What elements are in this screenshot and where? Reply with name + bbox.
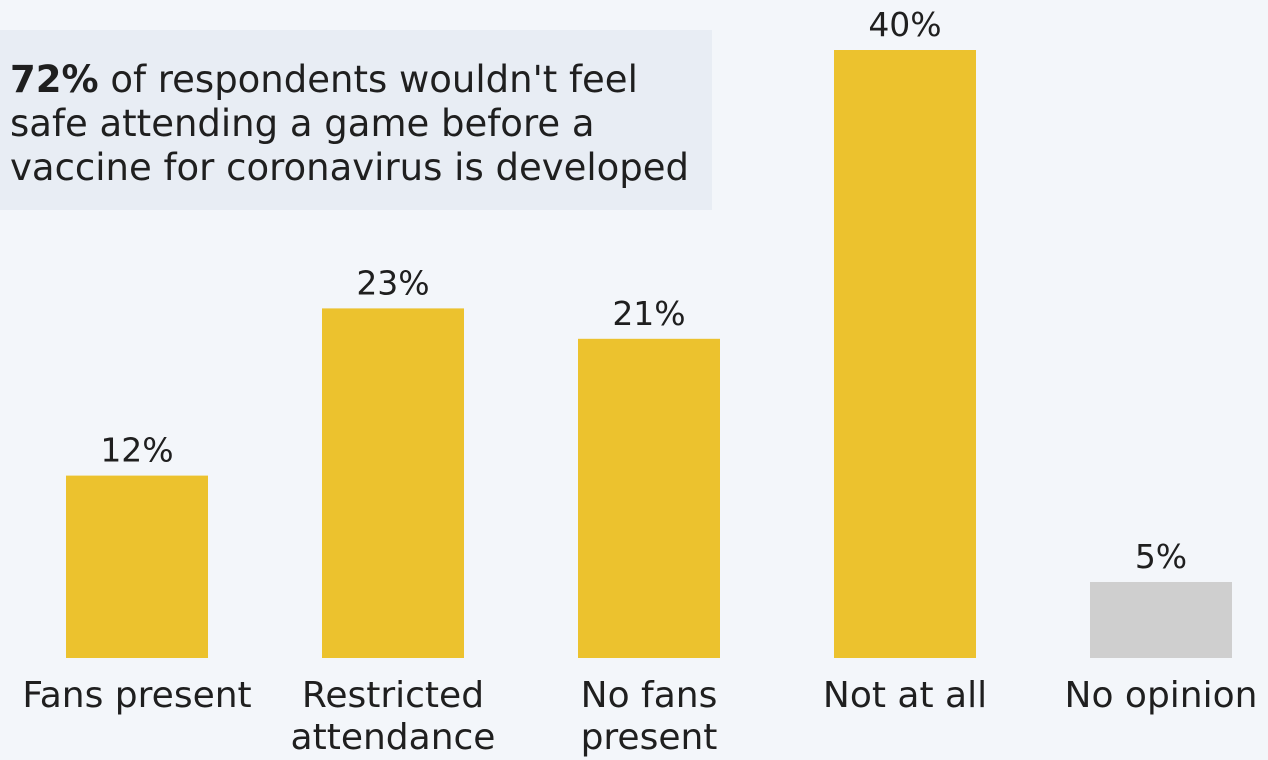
category-label: Fans present <box>22 675 251 716</box>
bar <box>834 50 976 658</box>
category-label: Not at all <box>823 675 987 716</box>
category-label: attendance <box>291 717 496 758</box>
bar <box>322 308 464 658</box>
category-label: No fans <box>581 675 718 716</box>
bar-value-label: 40% <box>868 5 941 44</box>
bar <box>578 338 720 658</box>
annotation-highlight: 72% <box>10 58 99 101</box>
bar-value-label: 23% <box>356 263 429 302</box>
annotation-body: of respondents wouldn't feel safe attend… <box>10 58 690 189</box>
category-label: No opinion <box>1065 675 1258 716</box>
annotation-callout <box>0 30 712 210</box>
bar-value-label: 12% <box>100 431 173 470</box>
category-label: present <box>581 717 718 758</box>
bar-value-label: 5% <box>1135 537 1187 576</box>
bar <box>1090 582 1232 658</box>
bar <box>66 475 208 658</box>
annotation-text: 72% of respondents wouldn't feel safe at… <box>10 58 700 190</box>
bar-value-label: 21% <box>612 294 685 333</box>
category-label: Restricted <box>302 675 484 716</box>
